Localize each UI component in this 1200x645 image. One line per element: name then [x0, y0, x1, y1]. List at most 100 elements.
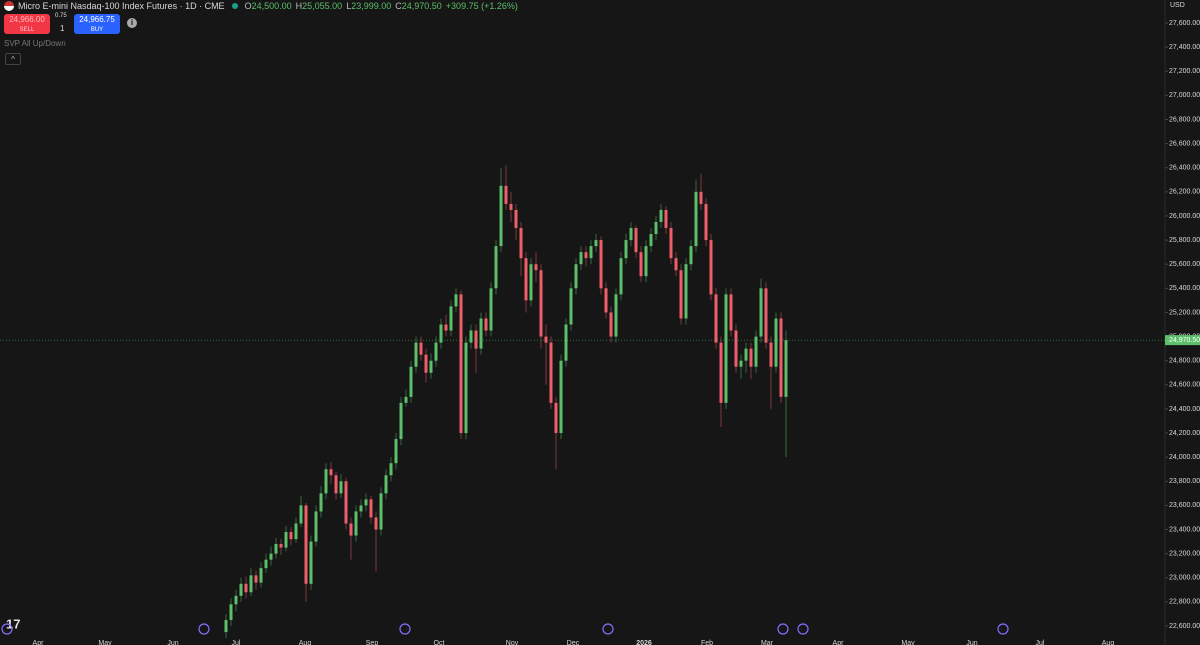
candle-body	[629, 228, 633, 241]
candle-body	[769, 342, 773, 367]
y-tick-label: 26,600.00	[1169, 140, 1200, 147]
y-tick-label: 23,000.00	[1169, 575, 1200, 582]
x-tick-label: May	[901, 640, 915, 645]
event-icon	[1, 623, 13, 635]
candle-body	[344, 481, 348, 524]
candle-body	[639, 252, 643, 277]
candle-body	[324, 469, 328, 494]
event-icon	[198, 623, 210, 635]
candle-body	[489, 288, 493, 331]
candle-body	[414, 342, 418, 367]
x-tick-label: Feb	[701, 640, 713, 645]
x-tick-label: Jun	[966, 640, 977, 645]
candle-body	[554, 402, 558, 434]
candle-body	[624, 240, 628, 259]
event-icon	[399, 623, 411, 635]
candle-body	[254, 575, 258, 583]
sell-label: SELL	[19, 27, 35, 33]
candle-body	[419, 342, 423, 355]
y-tick-label: 25,400.00	[1169, 285, 1200, 292]
candle-body	[719, 342, 723, 403]
candle-body	[259, 568, 263, 583]
candle-body	[274, 543, 278, 554]
candle-body	[604, 288, 608, 313]
candle-body	[649, 234, 653, 247]
candle-body	[699, 191, 703, 204]
candle-body	[484, 318, 488, 331]
y-tick-label: 24,400.00	[1169, 406, 1200, 413]
event-icon	[997, 623, 1009, 635]
event-icon	[602, 623, 614, 635]
y-tick-label: 22,600.00	[1169, 623, 1200, 630]
change: +309.75 (+1.26%)	[445, 1, 518, 11]
candles	[224, 165, 788, 639]
collapse-button[interactable]: ^	[5, 53, 21, 65]
candle-body	[394, 439, 398, 464]
y-tick-label: 27,200.00	[1169, 68, 1200, 75]
flag-icon	[4, 1, 14, 11]
candle-body	[239, 583, 243, 596]
tv-logo: 17	[6, 616, 20, 631]
x-tick-label: 2026	[636, 640, 652, 645]
x-tick-label: Dec	[567, 640, 580, 645]
candle-body	[524, 258, 528, 301]
candle-body	[384, 475, 388, 494]
candle-body	[654, 221, 658, 235]
high: 25,055.00	[302, 1, 343, 11]
y-tick-label: 26,200.00	[1169, 189, 1200, 196]
candle-body	[734, 330, 738, 367]
candle-body	[474, 330, 478, 349]
y-tick-label: 25,200.00	[1169, 309, 1200, 316]
candle-body	[309, 541, 313, 584]
candle-body	[614, 294, 618, 337]
status-dot	[231, 3, 238, 9]
candle-body	[469, 330, 473, 343]
candle-body	[269, 553, 273, 560]
candle-body	[684, 264, 688, 319]
candle-body	[234, 595, 238, 605]
sell-button[interactable]: 24,966.00 SELL	[4, 14, 50, 34]
price-label: 24,970.50	[1169, 337, 1200, 344]
candle-body	[594, 240, 598, 247]
y-tick-label: 26,400.00	[1169, 165, 1200, 172]
candle-body	[264, 559, 268, 569]
candle-body	[454, 294, 458, 307]
x-tick-label: Apr	[33, 640, 45, 645]
h-key: H	[295, 1, 303, 11]
low: 23,999.00	[351, 1, 392, 11]
candle-body	[404, 396, 408, 403]
buy-button[interactable]: 24,966.75 BUY	[74, 14, 120, 34]
candle-body	[564, 324, 568, 361]
y-tick-label: 24,800.00	[1169, 358, 1200, 365]
x-tick-label: Nov	[506, 640, 519, 645]
candle-body	[619, 258, 623, 295]
candle-body	[774, 318, 778, 367]
candle-body	[229, 604, 233, 620]
info-icon[interactable]: i	[127, 18, 137, 28]
candle-body	[784, 340, 788, 397]
legend-header: Micro E-mini Nasdaq-100 Index Futures · …	[0, 0, 518, 12]
candle-body	[364, 499, 368, 506]
candle-body	[539, 270, 543, 337]
candle-body	[569, 288, 573, 325]
x-tick-label: Oct	[434, 640, 445, 645]
candle-body	[284, 531, 288, 548]
candle-body	[549, 342, 553, 403]
candle-body	[359, 505, 363, 512]
candle-body	[504, 185, 508, 204]
candle-body	[659, 209, 663, 222]
candle-body	[759, 288, 763, 337]
candle-body	[459, 294, 463, 434]
qty[interactable]: 1	[60, 24, 65, 33]
y-tick-label: 23,800.00	[1169, 478, 1200, 485]
o-key: O	[244, 1, 252, 11]
candle-body	[749, 348, 753, 367]
candle-body	[584, 252, 588, 259]
candle-body	[499, 185, 503, 247]
buy-price: 24,966.75	[79, 15, 115, 24]
candle-body	[249, 575, 253, 593]
candle-body	[599, 240, 603, 289]
y-tick-label: 26,000.00	[1169, 213, 1200, 220]
candle-body	[694, 191, 698, 247]
x-tick-label: Aug	[1102, 640, 1115, 645]
